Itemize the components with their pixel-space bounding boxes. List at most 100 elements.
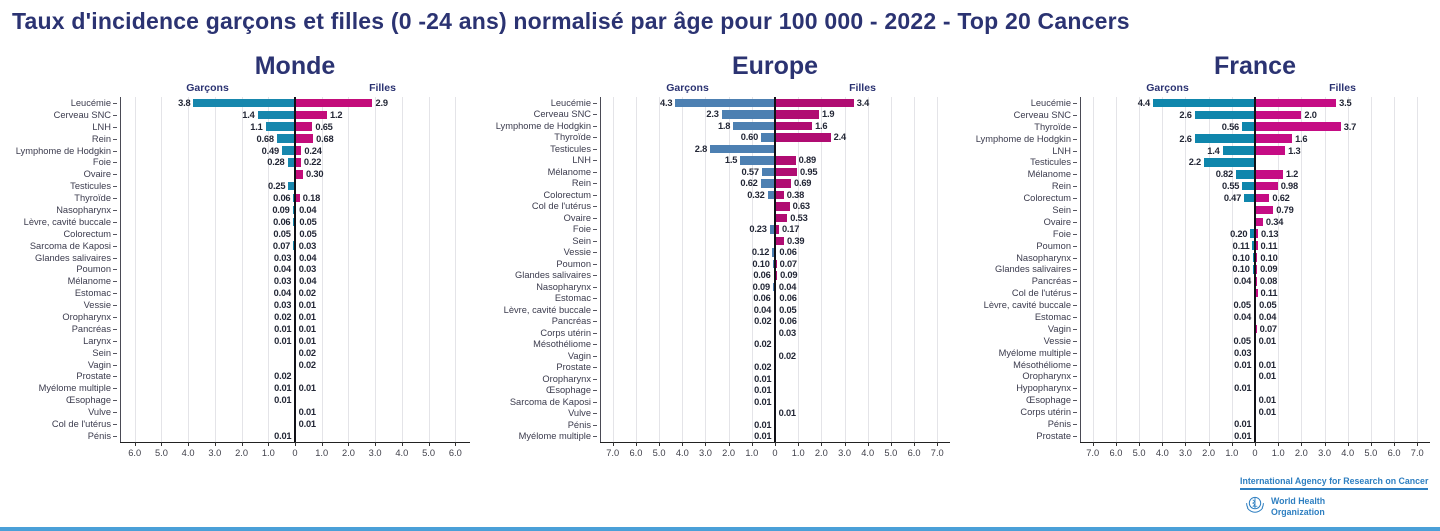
garcons-half: 0.01 — [1080, 430, 1255, 442]
category-label: Colorectum — [960, 193, 1077, 203]
gridline — [1092, 97, 1094, 442]
filles-value: 0.05 — [299, 216, 317, 227]
x-tick-label: 3.0 — [368, 447, 382, 458]
garcons-half: 0.01 — [600, 385, 775, 397]
filles-bar — [1255, 205, 1274, 215]
garcons-header: Garçons — [666, 82, 709, 94]
garcons-half: 0.06 — [120, 216, 295, 228]
bar-row: Pancréas 0.04 0.08 — [960, 275, 1430, 287]
category-label: Ovaire — [480, 213, 597, 223]
category-label: Myélome multiple — [0, 383, 117, 393]
filles-bar — [1255, 277, 1257, 286]
gridline — [455, 97, 457, 442]
garcons-value: 1.4 — [242, 109, 255, 120]
garcons-half: 0.55 — [1080, 180, 1255, 192]
category-label: Estomac — [0, 288, 117, 298]
x-tick-label: 6.0 — [1387, 447, 1401, 458]
x-tick-mark — [1394, 441, 1396, 446]
bar-row: Pancréas 0.01 0.01 — [0, 323, 470, 335]
filles-value: 0.05 — [779, 304, 797, 315]
bar-row: Glandes salivaires 0.06 0.09 — [480, 270, 950, 282]
gridline — [161, 97, 163, 442]
category-label: Foie — [960, 229, 1077, 239]
garcons-value: 0.05 — [1233, 300, 1252, 311]
x-tick-mark — [751, 442, 753, 446]
filles-value: 0.05 — [1259, 300, 1277, 311]
x-tick-label: 5.0 — [154, 447, 168, 458]
garcons-value: 1.1 — [250, 121, 263, 132]
x-tick-mark — [1115, 441, 1117, 446]
x-tick-label: 1.0 — [315, 447, 329, 458]
garcons-half — [120, 359, 295, 371]
bar-row: Col de l'utérus 0.63 — [480, 201, 950, 213]
garcons-value: 0.01 — [754, 396, 772, 407]
x-tick-label: 2.0 — [814, 448, 828, 458]
bar-row: Vessie 0.05 0.01 — [960, 335, 1430, 347]
x-tick-mark — [867, 442, 869, 446]
garcons-half: 0.01 — [600, 431, 775, 443]
filles-half — [775, 431, 947, 443]
garcons-bar — [276, 134, 295, 143]
garcons-half: 0.12 — [600, 247, 775, 259]
filles-value: 0.02 — [298, 359, 317, 370]
category-label: Pénis — [0, 431, 117, 441]
filles-value: 0.01 — [298, 311, 317, 322]
garcons-value: 0.20 — [1230, 228, 1248, 239]
category-label: Lèvre, cavité buccale — [960, 300, 1077, 310]
garcons-value: 0.10 — [1232, 264, 1250, 275]
bar-row: LNH 1.4 1.3 — [960, 145, 1430, 157]
filles-half: 0.01 — [1255, 394, 1427, 406]
filles-value: 0.03 — [298, 264, 317, 275]
category-label: Estomac — [480, 293, 597, 303]
filles-half: 0.34 — [1255, 216, 1427, 228]
filles-value: 0.01 — [1258, 335, 1277, 346]
gridline — [1347, 97, 1349, 442]
category-label: Mésothéliome — [480, 339, 597, 349]
gridline — [428, 97, 430, 442]
garcons-half: 0.01 — [120, 323, 295, 335]
bar-row: Sarcoma de Kaposi 0.01 — [480, 396, 950, 408]
x-tick-label: 5.0 — [422, 447, 436, 458]
category-label: Vessie — [480, 247, 597, 257]
gridline — [612, 97, 614, 442]
category-label: LNH — [0, 122, 117, 132]
garcons-half: 1.8 — [600, 120, 775, 132]
filles-half: 0.11 — [1255, 240, 1427, 252]
x-tick-label: 2.0 — [235, 447, 249, 458]
garcons-bar — [1236, 170, 1255, 179]
garcons-half: 0.05 — [1080, 299, 1255, 311]
garcons-value: 1.4 — [1207, 145, 1220, 156]
garcons-value: 0.06 — [753, 270, 771, 281]
gridline — [1162, 97, 1164, 442]
category-label: Vagin — [960, 324, 1077, 334]
garcons-value: 0.23 — [749, 224, 767, 235]
garcons-bar — [675, 98, 775, 107]
garcons-value: 0.01 — [754, 431, 772, 442]
filles-half: 0.22 — [295, 156, 467, 168]
filles-header: Filles — [369, 82, 396, 94]
garcons-value: 0.03 — [273, 300, 292, 311]
garcons-half: 4.4 — [1080, 97, 1255, 109]
garcons-value: 0.04 — [273, 288, 292, 299]
category-label: Sarcoma de Kaposi — [480, 397, 597, 407]
bar-row: Corps utérin 0.03 — [480, 327, 950, 339]
y-axis-spine — [1080, 97, 1081, 442]
filles-bar — [1255, 122, 1341, 131]
filles-value: 0.10 — [1260, 252, 1278, 263]
filles-half: 0.04 — [295, 275, 467, 287]
category-label: Pancréas — [0, 324, 117, 334]
category-label: Ovaire — [960, 217, 1077, 227]
x-tick-label: 7.0 — [1086, 447, 1100, 458]
garcons-half: 0.03 — [1080, 347, 1255, 359]
x-tick-label: 7.0 — [930, 448, 944, 458]
garcons-half — [600, 212, 775, 224]
bar-row: Vagin 0.07 — [960, 323, 1430, 335]
garcons-half: 2.8 — [600, 143, 775, 155]
garcons-value: 0.56 — [1221, 121, 1240, 132]
bar-row: Pancréas 0.02 0.06 — [480, 316, 950, 328]
garcons-half — [600, 201, 775, 213]
garcons-half: 0.01 — [120, 335, 295, 347]
x-tick-label: 7.0 — [606, 448, 620, 458]
garcons-half: 0.47 — [1080, 192, 1255, 204]
filles-half: 0.65 — [295, 121, 467, 133]
